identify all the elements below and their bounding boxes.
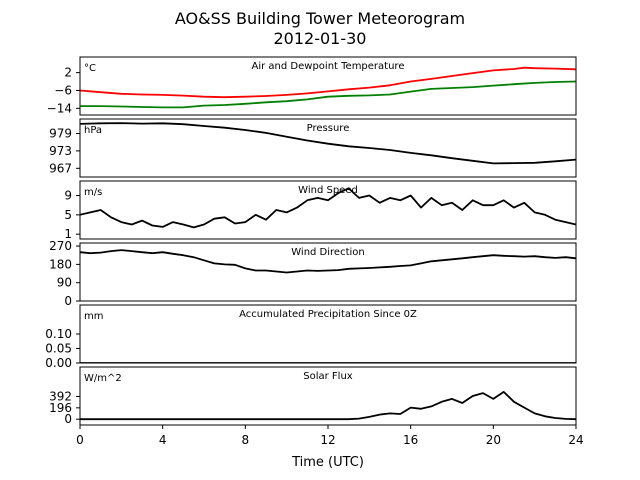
y-tick-label-4-0: 0.10 [45, 327, 72, 341]
y-tick-label-5-2: 0 [64, 412, 72, 426]
panel-unit-0: °C [84, 63, 96, 74]
panel-3: 270 180 90 0 Wind Direction [49, 239, 577, 308]
y-tick-label-4-1: 0.05 [45, 342, 72, 356]
panel-title-3: Wind Direction [291, 247, 365, 258]
x-tick-label-5: 20 [486, 433, 501, 447]
y-tick-label-5-1: 196 [49, 401, 72, 415]
series-line-5-0 [80, 391, 576, 421]
y-tick-label-3-0: 270 [49, 239, 72, 253]
panel-unit-1: hPa [84, 125, 102, 136]
y-tick-label-0-0: 2 [64, 66, 72, 80]
y-tick-label-3-1: 180 [49, 257, 72, 271]
panel-0: 2 −6 −14 Air and Dewpoint Temperature °C [47, 56, 577, 116]
panel-1: 979 973 967 Pressure hPa [49, 118, 577, 178]
x-tick-label-6: 24 [568, 433, 583, 447]
y-tick-label-1-0: 979 [49, 127, 72, 141]
y-tick-label-4-2: 0.00 [45, 356, 72, 370]
series-line-1-0 [80, 122, 576, 165]
series-line-2-0 [80, 187, 576, 229]
y-tick-label-3-2: 90 [57, 276, 72, 290]
panel-unit-2: m/s [84, 187, 102, 198]
panel-frame-0 [79, 56, 577, 116]
panel-frame-2 [79, 180, 577, 240]
panel-frame-3 [79, 242, 577, 302]
y-tick-label-1-2: 967 [49, 161, 72, 175]
panel-title-5: Solar Flux [303, 371, 353, 382]
x-tick-label-4: 16 [403, 433, 418, 447]
y-tick-label-3-3: 0 [64, 294, 72, 308]
y-tick-label-2-2: 1 [64, 227, 72, 241]
y-tick-label-1-1: 973 [49, 144, 72, 158]
panel-4: 0.100.050.00 Accumulated Precipitation Si… [45, 304, 577, 370]
panel-title-2: Wind Speed [298, 185, 358, 196]
panel-title-0: Air and Dewpoint Temperature [252, 61, 405, 72]
panel-unit-5: W/m^2 [84, 373, 122, 384]
series-line-0-0 [80, 66, 576, 99]
x-axis-label: Time (UTC) [291, 455, 364, 470]
x-tick-label-0: 0 [76, 433, 84, 447]
panel-frame-1 [79, 118, 577, 178]
panel-title-4: Accumulated Precipitation Since 0Z [239, 309, 417, 320]
x-tick-label-1: 4 [159, 433, 167, 447]
series-line-0-1 [80, 80, 576, 109]
y-tick-label-2-1: 5 [64, 208, 72, 222]
panel-unit-4: mm [84, 311, 103, 322]
y-tick-label-5-0: 392 [49, 389, 72, 403]
y-tick-label-0-1: −6 [54, 83, 72, 97]
x-tick-label-3: 12 [320, 433, 335, 447]
y-tick-label-0-2: −14 [47, 101, 72, 115]
figure-title: AO&SS Building Tower Meteorogram [175, 9, 465, 28]
panel-title-1: Pressure [307, 123, 350, 134]
series-line-3-0 [80, 249, 576, 274]
figure-subtitle: 2012-01-30 [274, 29, 367, 48]
x-tick-label-2: 8 [242, 433, 250, 447]
panel-2: 9 5 1 Wind Speed m/s [64, 180, 577, 241]
y-tick-label-2-0: 9 [64, 189, 72, 203]
